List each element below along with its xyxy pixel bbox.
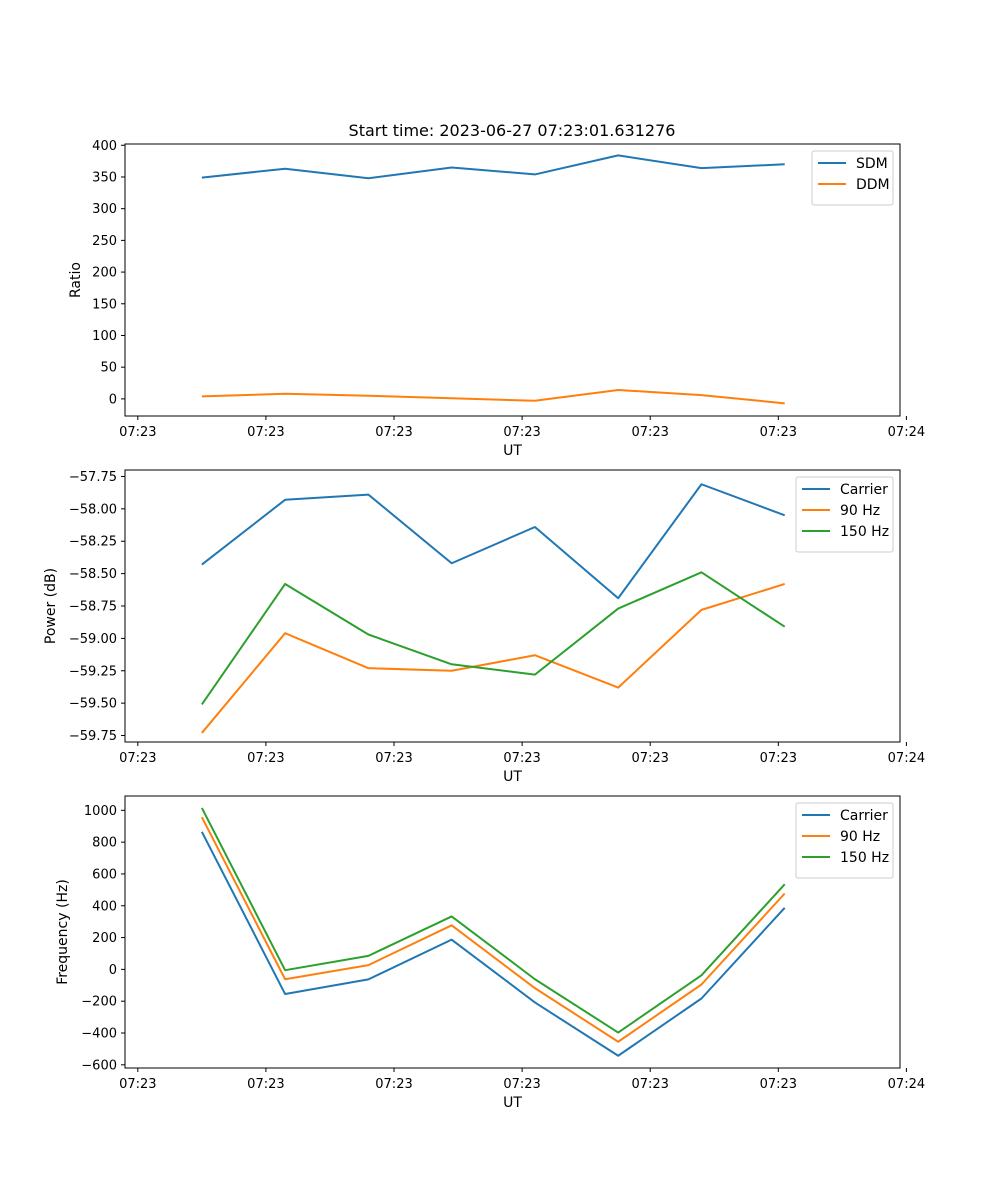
- y-tick-label: 200: [92, 266, 117, 281]
- x-tick-label: 07:23: [119, 1077, 156, 1092]
- x-tick-label: 07:23: [503, 751, 540, 766]
- x-tick-label: 07:23: [247, 425, 284, 440]
- y-tick-label: −57.75: [69, 470, 117, 485]
- x-tick-label: 07:23: [760, 425, 797, 440]
- x-tick-label: 07:23: [119, 751, 156, 766]
- y-tick-label: 50: [100, 361, 117, 376]
- x-tick-label: 07:23: [375, 425, 412, 440]
- legend: Carrier 90 Hz 150 Hz: [795, 476, 894, 553]
- legend-label: SDM: [856, 156, 888, 172]
- x-tick-label: 07:23: [375, 751, 412, 766]
- y-tick-label: −400: [81, 1027, 117, 1042]
- subplot-1: 07:23 07:23 07:23 07:23 07:23 07:23 07:24 0 50 10…: [68, 139, 925, 459]
- x-tick-label: 07:23: [247, 1077, 284, 1092]
- x-axis-label: UT: [503, 443, 522, 459]
- series-line-ddm: [201, 389, 785, 405]
- y-tick-label: −59.50: [69, 697, 117, 712]
- x-axis-label: UT: [503, 1095, 522, 1111]
- y-tick-label: 300: [92, 202, 117, 217]
- y-tick-label: −58.25: [69, 535, 117, 550]
- y-tick-label: −58.50: [69, 567, 117, 582]
- legend: SDM DDM: [811, 150, 894, 206]
- y-tick-label: 800: [92, 836, 117, 851]
- y-tick-label: −59.75: [69, 729, 117, 744]
- y-tick-label: 250: [92, 234, 117, 249]
- y-tick-label: −58.00: [69, 502, 117, 517]
- y-tick-label: 100: [92, 329, 117, 344]
- x-axis-label: UT: [503, 769, 522, 785]
- subplot-2: 07:23 07:23 07:23 07:23 07:23 07:23 07:24 −59.7…: [43, 469, 925, 785]
- y-tick-label: −59.25: [69, 664, 117, 679]
- legend-label: 90 Hz: [840, 503, 880, 519]
- chart-title: Start time: 2023-06-27 07:23:01.631276: [349, 121, 676, 140]
- y-tick-label: −200: [81, 995, 117, 1010]
- plots-container: 07:23 07:23 07:23 07:23 07:23 07:23 07:24 0 50 10…: [43, 139, 925, 1111]
- axes-frame: [124, 469, 901, 743]
- x-tick-label: 07:24: [888, 425, 925, 440]
- x-tick-label: 07:23: [375, 1077, 412, 1092]
- series-line-sdm: [201, 154, 785, 180]
- y-tick-label: 150: [92, 297, 117, 312]
- x-tick-label: 07:23: [631, 751, 668, 766]
- series-line-90-hz: [200, 816, 786, 1043]
- legend: Carrier 90 Hz 150 Hz: [795, 802, 894, 879]
- legend-box: [795, 802, 894, 879]
- legend-label: 90 Hz: [840, 829, 880, 845]
- x-tick-label: 07:24: [888, 751, 925, 766]
- legend-label: 150 Hz: [840, 524, 889, 540]
- y-tick-label: 200: [92, 931, 117, 946]
- y-tick-label: 0: [109, 963, 117, 978]
- y-tick-label: −600: [81, 1058, 117, 1073]
- legend-label: Carrier: [840, 482, 888, 498]
- x-tick-label: 07:23: [119, 425, 156, 440]
- x-tick-label: 07:23: [631, 1077, 668, 1092]
- y-tick-label: 400: [92, 139, 117, 154]
- series-line-carrier: [201, 483, 786, 600]
- x-tick-label: 07:23: [503, 1077, 540, 1092]
- series-line-carrier: [200, 831, 786, 1057]
- y-tick-label: −59.00: [69, 632, 117, 647]
- y-tick-label: 400: [92, 899, 117, 914]
- axes-frame: [124, 795, 901, 1069]
- legend-label: Carrier: [840, 808, 888, 824]
- axes-frame: [124, 143, 901, 417]
- y-tick-label: −58.75: [69, 600, 117, 615]
- series-line-150-hz: [200, 807, 786, 1034]
- y-tick-label: 600: [92, 867, 117, 882]
- y-axis-label: Ratio: [68, 262, 84, 298]
- y-tick-label: 1000: [84, 804, 117, 819]
- x-tick-label: 07:23: [247, 751, 284, 766]
- legend-box: [811, 150, 894, 206]
- y-tick-label: 350: [92, 170, 117, 185]
- legend-box: [795, 476, 894, 553]
- x-tick-label: 07:23: [760, 751, 797, 766]
- y-axis-label: Power (dB): [43, 568, 59, 644]
- x-tick-label: 07:23: [631, 425, 668, 440]
- y-axis-label: Frequency (Hz): [55, 879, 71, 985]
- legend-label: 150 Hz: [840, 850, 889, 866]
- x-tick-label: 07:24: [888, 1077, 925, 1092]
- subplot-3: 07:23 07:23 07:23 07:23 07:23 07:23 07:24 −600 −…: [55, 795, 925, 1111]
- x-tick-label: 07:23: [503, 425, 540, 440]
- series-line-90-hz: [201, 583, 786, 734]
- series-line-150-hz: [201, 571, 786, 706]
- x-tick-label: 07:23: [760, 1077, 797, 1092]
- legend-label: DDM: [856, 177, 890, 193]
- y-tick-label: 0: [109, 392, 117, 407]
